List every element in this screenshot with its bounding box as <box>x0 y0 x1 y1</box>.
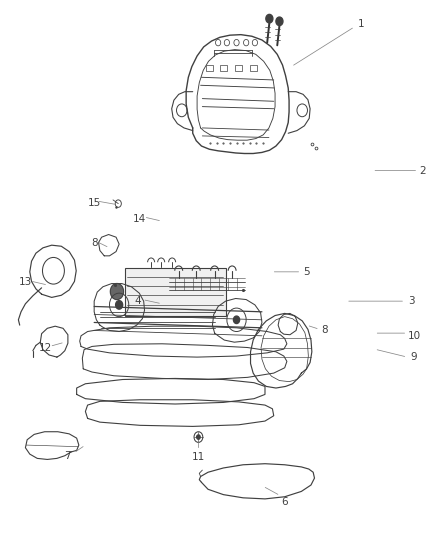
Bar <box>220 65 227 71</box>
Text: 11: 11 <box>192 452 205 462</box>
Text: 8: 8 <box>321 326 328 335</box>
Bar <box>250 65 257 71</box>
Text: 6: 6 <box>281 497 288 507</box>
Text: 2: 2 <box>419 166 426 175</box>
Text: 3: 3 <box>408 296 415 306</box>
Circle shape <box>233 316 240 324</box>
Text: 7: 7 <box>64 451 71 461</box>
FancyBboxPatch shape <box>125 268 226 316</box>
Text: 1: 1 <box>358 19 365 29</box>
Bar <box>235 65 242 71</box>
Text: 9: 9 <box>410 352 417 362</box>
Text: 15: 15 <box>88 198 101 207</box>
Text: 13: 13 <box>19 278 32 287</box>
Circle shape <box>276 17 283 26</box>
Text: 14: 14 <box>133 214 146 223</box>
Text: 8: 8 <box>91 238 98 247</box>
Circle shape <box>197 435 200 439</box>
Circle shape <box>110 284 124 300</box>
Text: 5: 5 <box>303 267 310 277</box>
Circle shape <box>116 301 123 309</box>
Text: 4: 4 <box>134 296 141 306</box>
Text: 12: 12 <box>39 343 52 352</box>
Circle shape <box>266 14 273 23</box>
Text: 10: 10 <box>407 331 420 341</box>
Bar <box>206 65 213 71</box>
